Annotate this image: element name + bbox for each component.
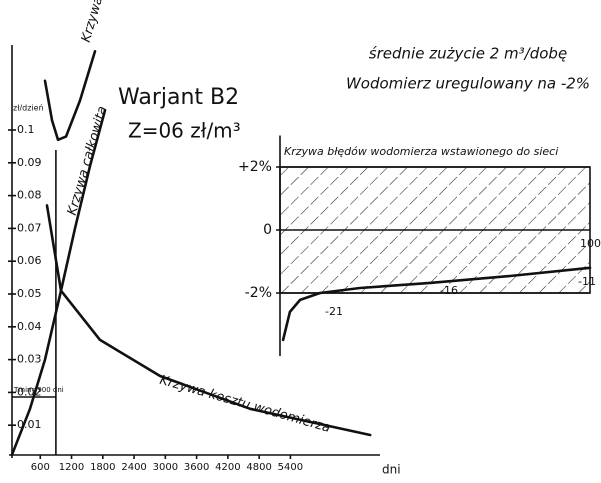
x-tick-label: 2400 xyxy=(121,462,146,473)
y-tick-label: -2% xyxy=(245,285,272,301)
y-axis-label: zł/dzień xyxy=(13,104,44,113)
marker-label: Tmin=900 dni xyxy=(13,386,64,394)
y-tick-label: 0.1 xyxy=(17,123,35,136)
y-tick-label: 0.08 xyxy=(17,189,42,202)
series-label: Krzywa kosztu wodomierza xyxy=(158,373,332,436)
x-tick-label: 4200 xyxy=(215,462,240,473)
x-tick-label: 4800 xyxy=(246,462,271,473)
subtitle: Wodomierz uregulowany na -2% xyxy=(346,75,590,93)
y-tick-label: 0.06 xyxy=(17,254,42,267)
y-tick-label: 0.03 xyxy=(17,353,42,366)
y-tick-label: +2% xyxy=(238,159,272,175)
y-tick-label: 0.05 xyxy=(17,287,42,300)
curve xyxy=(43,50,97,142)
subtitle: Z=06 zł/m³ xyxy=(128,119,241,143)
y-tick-label: 0.09 xyxy=(17,156,42,169)
y-tick-label: 0.07 xyxy=(17,221,42,234)
x-tick-label: 1800 xyxy=(90,462,115,473)
y-tick-label: 0 xyxy=(263,222,272,238)
series-label: Krzywa sumaryczna xyxy=(79,0,129,44)
annotation: -16 xyxy=(440,284,458,297)
x-tick-label: 3000 xyxy=(153,462,178,473)
series-label: Krzywa błędów wodomierza wstawionego do … xyxy=(284,145,558,158)
x-tick-label: 5400 xyxy=(278,462,303,473)
title: średnie zużycie 2 m³/dobę xyxy=(369,45,567,63)
x-tick-label: 3600 xyxy=(184,462,209,473)
annotation: -11 xyxy=(578,275,596,288)
x-tick-label: 1200 xyxy=(59,462,84,473)
x-axis-label: dni xyxy=(382,463,401,477)
title: Warjant B2 xyxy=(118,85,239,110)
curve xyxy=(45,204,372,437)
curve xyxy=(281,266,592,342)
annotation: -21 xyxy=(325,305,343,318)
annotation: 100% xyxy=(580,237,601,250)
x-tick-label: 600 xyxy=(31,462,50,473)
y-tick-label: 0.04 xyxy=(17,320,42,333)
